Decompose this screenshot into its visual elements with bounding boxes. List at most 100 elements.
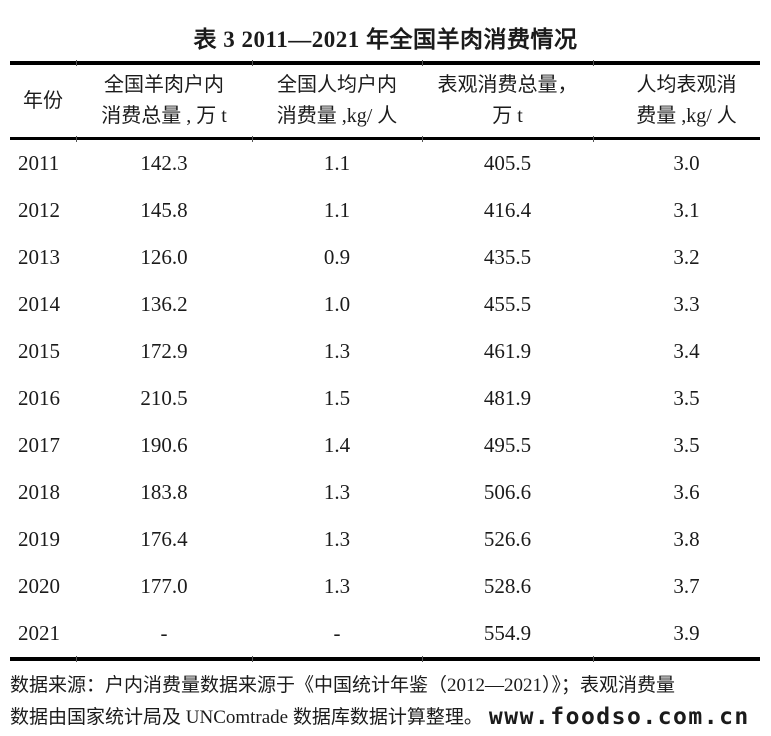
header-line: 全国羊肉户内	[104, 74, 224, 96]
column-tick	[422, 60, 423, 66]
table-row: 2017 190.6 1.4 495.5 3.5	[10, 422, 760, 469]
table-row: 2018 183.8 1.3 506.6 3.6	[10, 469, 760, 516]
cell-apparent-per-capita: 3.1	[673, 198, 700, 222]
column-tick	[76, 60, 77, 66]
cell-apparent-per-capita: 3.8	[673, 527, 700, 551]
table-top-rule	[10, 60, 760, 66]
table-bottom-rule	[10, 656, 760, 662]
cell-household-per-capita: 1.3	[323, 574, 351, 598]
column-tick	[593, 136, 594, 142]
consumption-table: 年份 全国羊肉户内 消费总量 , 万 t 全国人均户内 消费量 ,kg/ 人 表…	[10, 60, 760, 662]
cell-household-total: 145.8	[140, 198, 188, 222]
cell-household-per-capita: 1.4	[323, 433, 351, 457]
column-tick	[76, 136, 77, 142]
table-row: 2012 145.8 1.1 416.4 3.1	[10, 187, 760, 234]
cell-household-per-capita: 1.0	[323, 292, 351, 316]
cell-apparent-total: 405.5	[483, 151, 532, 175]
cell-household-per-capita: -	[333, 621, 341, 645]
cell-household-per-capita: 1.3	[323, 527, 351, 551]
table-row: 2015 172.9 1.3 461.9 3.4	[10, 328, 760, 375]
cell-apparent-total: 461.9	[483, 339, 532, 363]
cell-apparent-total: 526.6	[483, 527, 532, 551]
header-line: 万 t	[492, 105, 523, 127]
cell-year: 2021	[18, 621, 60, 645]
cell-apparent-per-capita: 3.2	[673, 245, 700, 269]
column-tick	[593, 60, 594, 66]
table-header-row: 年份 全国羊肉户内 消费总量 , 万 t 全国人均户内 消费量 ,kg/ 人 表…	[10, 65, 760, 137]
table-source-note: 数据来源：户内消费量数据来源于《中国统计年鉴（2012—2021）》；表观消费量…	[10, 670, 764, 733]
site-watermark: www.foodso.com.cn	[488, 704, 750, 730]
cell-apparent-total: 455.5	[483, 292, 532, 316]
table-row: 2016 210.5 1.5 481.9 3.5	[10, 375, 760, 422]
table-row: 2013 126.0 0.9 435.5 3.2	[10, 234, 760, 281]
cell-household-per-capita: 1.5	[323, 386, 351, 410]
source-note-line1: 数据来源：户内消费量数据来源于《中国统计年鉴（2012—2021）》；表观消费量	[10, 675, 676, 696]
cell-apparent-total: 495.5	[483, 433, 532, 457]
cell-household-total: 176.4	[140, 527, 188, 551]
col-header-household-total: 全国羊肉户内 消费总量 , 万 t	[76, 70, 252, 132]
cell-household-total: -	[160, 621, 168, 645]
header-line: 人均表观消	[636, 74, 737, 96]
col-header-apparent-per-capita: 人均表观消 费量 ,kg/ 人	[593, 70, 760, 132]
cell-apparent-total: 416.4	[483, 198, 532, 222]
cell-year: 2018	[18, 480, 60, 504]
cell-household-per-capita: 1.1	[323, 198, 351, 222]
table-row: 2014 136.2 1.0 455.5 3.3	[10, 281, 760, 328]
cell-apparent-total: 435.5	[483, 245, 532, 269]
column-tick	[76, 656, 77, 662]
cell-household-total: 142.3	[140, 151, 188, 175]
col-header-year: 年份	[10, 86, 76, 117]
cell-apparent-per-capita: 3.7	[673, 574, 700, 598]
table-title: 表 3 2011—2021 年全国羊肉消费情况	[193, 27, 578, 52]
cell-household-total: 126.0	[140, 245, 188, 269]
cell-apparent-per-capita: 3.9	[673, 621, 700, 645]
table-row: 2021 - - 554.9 3.9	[10, 610, 760, 657]
header-line: 消费量 ,kg/ 人	[276, 105, 398, 127]
cell-year: 2017	[18, 433, 60, 457]
cell-household-per-capita: 1.1	[323, 151, 351, 175]
table-row: 2019 176.4 1.3 526.6 3.8	[10, 516, 760, 563]
cell-household-per-capita: 0.9	[323, 245, 351, 269]
column-tick	[422, 656, 423, 662]
cell-household-total: 210.5	[140, 386, 188, 410]
cell-apparent-total: 528.6	[483, 574, 532, 598]
cell-apparent-per-capita: 3.5	[673, 433, 700, 457]
cell-apparent-total: 481.9	[483, 386, 532, 410]
col-header-household-per-capita: 全国人均户内 消费量 ,kg/ 人	[252, 70, 422, 132]
table-body: 2011 142.3 1.1 405.5 3.0 2012 145.8 1.1 …	[10, 140, 760, 657]
header-line: 表观消费总量，	[437, 74, 578, 96]
cell-household-total: 172.9	[140, 339, 188, 363]
column-tick	[252, 656, 253, 662]
cell-household-per-capita: 1.3	[323, 480, 351, 504]
cell-household-total: 183.8	[140, 480, 188, 504]
cell-year: 2016	[18, 386, 60, 410]
cell-year: 2014	[18, 292, 60, 316]
table-row: 2020 177.0 1.3 528.6 3.7	[10, 563, 760, 610]
cell-household-total: 136.2	[140, 292, 188, 316]
table-row: 2011 142.3 1.1 405.5 3.0	[10, 140, 760, 187]
cell-year: 2013	[18, 245, 60, 269]
cell-household-total: 177.0	[140, 574, 188, 598]
source-note-text: 数据由国家统计局及 UNComtrade 数据库数据计算整理。	[10, 707, 483, 728]
table-header-rule	[10, 136, 760, 142]
header-line: 消费总量 , 万 t	[101, 105, 227, 127]
cell-year: 2012	[18, 198, 60, 222]
cell-year: 2011	[18, 151, 60, 175]
cell-year: 2020	[18, 574, 60, 598]
cell-apparent-per-capita: 3.0	[673, 151, 700, 175]
cell-year: 2019	[18, 527, 60, 551]
cell-apparent-per-capita: 3.6	[673, 480, 700, 504]
cell-year: 2015	[18, 339, 60, 363]
cell-apparent-per-capita: 3.5	[673, 386, 700, 410]
header-line: 年份	[23, 89, 63, 112]
cell-household-total: 190.6	[140, 433, 188, 457]
column-tick	[422, 136, 423, 142]
header-line: 全国人均户内	[277, 74, 397, 96]
cell-apparent-per-capita: 3.3	[673, 292, 700, 316]
column-tick	[252, 60, 253, 66]
cell-apparent-total: 554.9	[483, 621, 532, 645]
cell-household-per-capita: 1.3	[323, 339, 351, 363]
col-header-apparent-total: 表观消费总量， 万 t	[422, 70, 593, 132]
column-tick	[593, 656, 594, 662]
